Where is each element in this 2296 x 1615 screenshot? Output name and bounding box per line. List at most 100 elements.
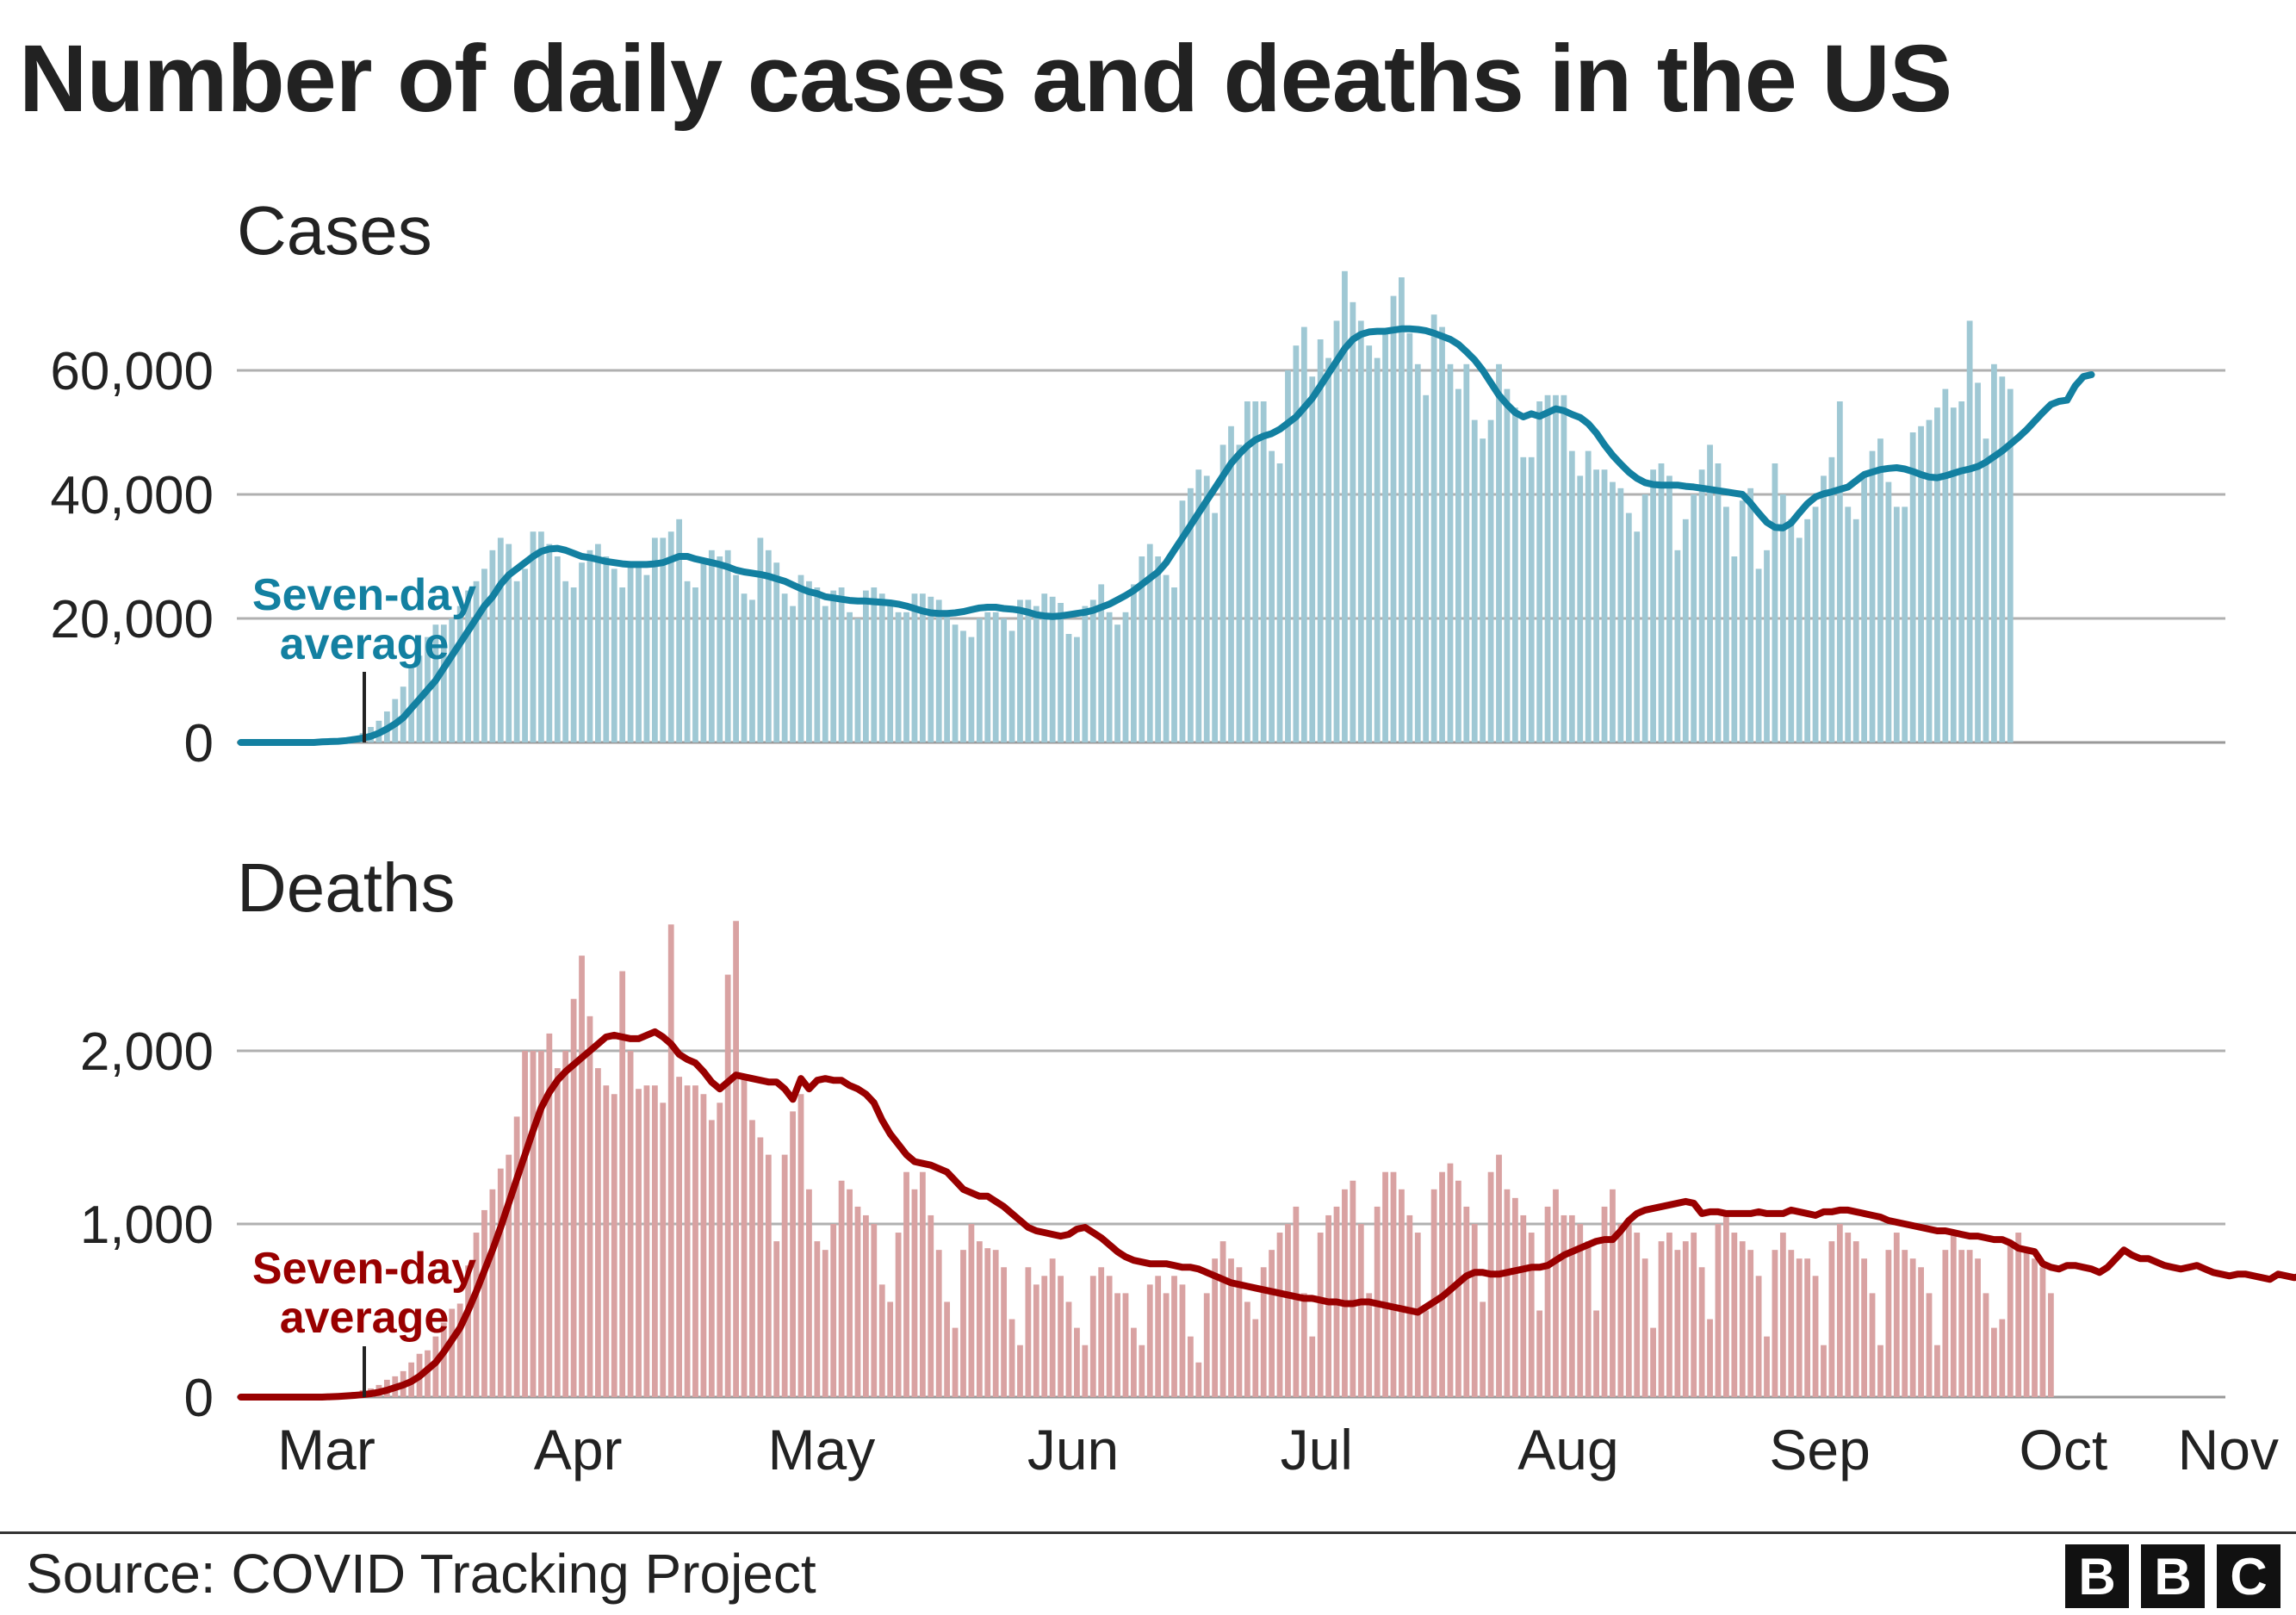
deaths-bar: [1455, 1180, 1461, 1397]
cases-bar: [1106, 612, 1113, 742]
cases-bar: [1065, 634, 1072, 742]
deaths-annotation-line1: Seven-day: [252, 1244, 476, 1294]
cases-bar: [1025, 599, 1032, 742]
cases-bar: [1058, 603, 1064, 742]
cases-bar: [1561, 394, 1567, 742]
deaths-bar: [692, 1085, 698, 1397]
cases-bar: [667, 531, 674, 742]
deaths-bar: [1691, 1233, 1697, 1397]
deaths-bar: [717, 1103, 723, 1397]
cases-bar: [1219, 444, 1226, 742]
cases-bar: [636, 562, 642, 742]
deaths-bar: [1845, 1233, 1852, 1397]
cases-bar: [684, 581, 691, 742]
deaths-bar: [538, 1051, 544, 1397]
cases-seven-day-average-line: [237, 325, 2095, 746]
bbc-logo: B B C: [2065, 1544, 2280, 1608]
deaths-bar: [522, 1051, 528, 1397]
cases-bar: [1300, 326, 1307, 742]
cases-bar: [579, 562, 585, 742]
deaths-bar: [1406, 1214, 1413, 1397]
cases-bar: [586, 550, 593, 742]
cases-bar: [1674, 550, 1681, 742]
cases-bar: [1536, 401, 1543, 742]
deaths-bar: [562, 1051, 569, 1397]
cases-bar: [1017, 599, 1023, 742]
deaths-bar: [1877, 1345, 1883, 1397]
deaths-bar: [1561, 1214, 1567, 1397]
deaths-bar: [1991, 1327, 1997, 1397]
deaths-bar: [1958, 1250, 1965, 1397]
cases-bar: [1528, 457, 1535, 742]
deaths-bar: [1423, 1310, 1430, 1397]
deaths-bar: [1058, 1276, 1064, 1397]
cases-bar: [765, 550, 772, 742]
deaths-bar: [1617, 1224, 1624, 1397]
deaths-bar: [984, 1248, 991, 1397]
deaths-bar: [611, 1094, 617, 1397]
deaths-bar: [806, 1189, 812, 1397]
cases-bar: [830, 590, 837, 742]
cases-bar: [676, 519, 683, 742]
deaths-bar: [603, 1085, 610, 1397]
cases-bar: [1926, 419, 1933, 742]
deaths-bar: [830, 1224, 837, 1397]
deaths-bar: [1674, 1250, 1681, 1397]
deaths-bar: [513, 1116, 520, 1397]
cases-bar: [1869, 450, 1876, 742]
deaths-bar: [1219, 1241, 1226, 1397]
deaths-bar: [1715, 1224, 1722, 1397]
cases-bar: [1893, 506, 1900, 742]
cases-bar: [1779, 494, 1786, 742]
deaths-bar: [1252, 1319, 1259, 1397]
deaths-bar: [1179, 1284, 1186, 1397]
deaths-seven-day-average-line: [237, 1028, 2296, 1401]
deaths-bar: [1942, 1250, 1949, 1397]
cases-bar: [1520, 457, 1527, 742]
deaths-y-tick-label: 1,000: [80, 1196, 214, 1255]
deaths-panel: Deaths 0 1,000 2,000 Seven-day average: [80, 849, 2296, 1428]
deaths-bar: [1269, 1250, 1275, 1397]
source-credit: Source: COVID Tracking Project: [26, 1543, 816, 1605]
deaths-bar: [1821, 1345, 1827, 1397]
cases-bar: [1406, 332, 1413, 742]
deaths-bar: [1293, 1206, 1300, 1397]
deaths-bar: [456, 1303, 463, 1397]
cases-bar: [1139, 556, 1145, 742]
deaths-bar: [1520, 1214, 1527, 1397]
cases-bar: [935, 599, 942, 742]
cases-bar: [1244, 401, 1250, 742]
deaths-bar: [1074, 1327, 1080, 1397]
deaths-bar: [1812, 1276, 1819, 1397]
cases-bar: [562, 581, 569, 742]
deaths-bar: [2007, 1241, 2014, 1397]
cases-bar: [538, 531, 544, 742]
deaths-bar: [1106, 1276, 1113, 1397]
deaths-bar: [1447, 1163, 1454, 1397]
deaths-bar: [1975, 1258, 1981, 1397]
cases-bar: [1601, 469, 1608, 742]
cases-bar: [1755, 568, 1762, 742]
deaths-bar: [570, 998, 577, 1397]
deaths-bar: [749, 1120, 755, 1397]
deaths-bar: [1610, 1189, 1616, 1397]
deaths-bar: [1504, 1189, 1511, 1397]
deaths-bar: [1342, 1189, 1348, 1397]
cases-bar: [1698, 469, 1705, 742]
cases-bar: [497, 537, 504, 742]
deaths-bar: [1641, 1258, 1648, 1397]
cases-bar: [1430, 314, 1437, 742]
cases-panel-title: Cases: [237, 192, 432, 269]
cases-bar: [489, 550, 496, 742]
cases-bar: [522, 568, 528, 742]
cases-bar: [1641, 494, 1648, 742]
cases-bar: [1682, 519, 1689, 742]
deaths-bar: [1536, 1310, 1543, 1397]
deaths-bar: [1731, 1233, 1738, 1397]
deaths-bar: [773, 1241, 780, 1397]
deaths-bar: [2023, 1250, 2030, 1397]
deaths-bar: [1366, 1293, 1373, 1397]
cases-bar: [1471, 419, 1478, 742]
deaths-bar: [1065, 1301, 1072, 1397]
cases-bar: [1764, 550, 1770, 742]
